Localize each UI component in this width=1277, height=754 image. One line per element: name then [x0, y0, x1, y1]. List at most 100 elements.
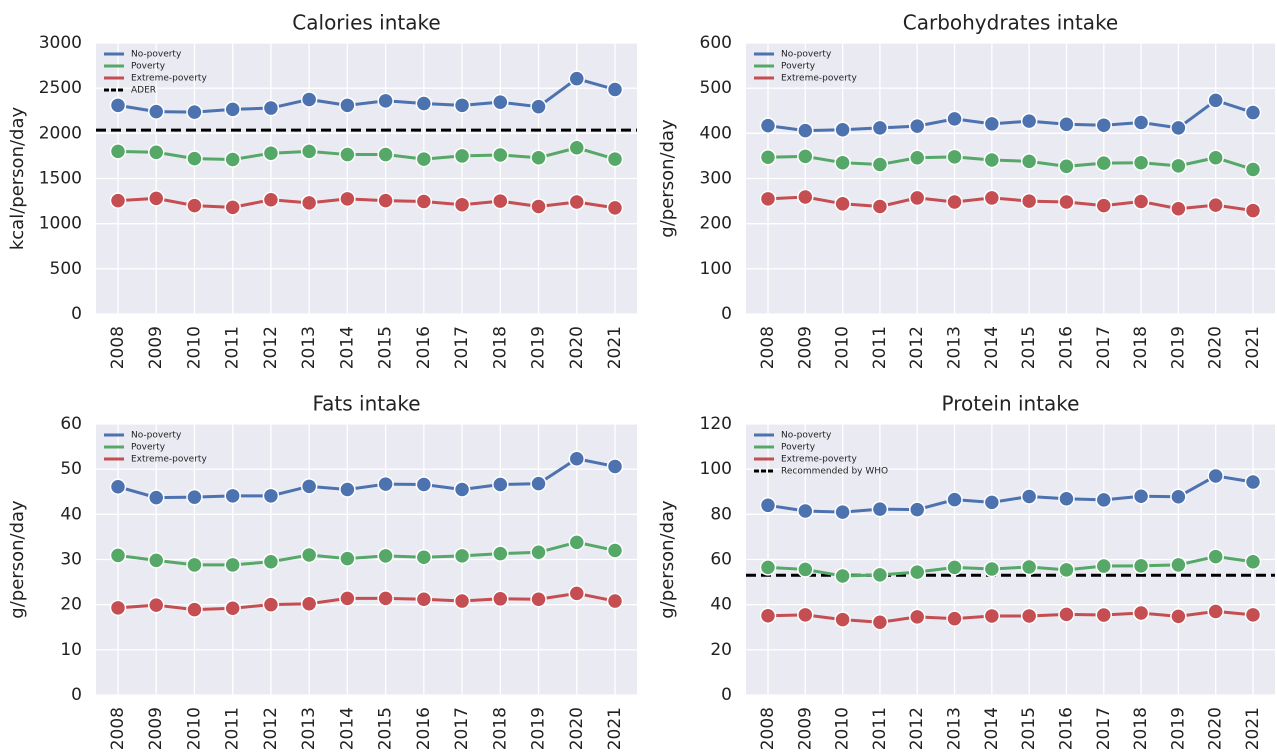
point: [1095, 491, 1113, 509]
x-tick-label: 2013: [299, 707, 319, 750]
x-tick-label: 2017: [1094, 326, 1114, 369]
point: [109, 599, 127, 617]
point: [1132, 488, 1150, 505]
y-tick-label: 1500: [39, 169, 82, 189]
point: [300, 194, 318, 212]
point: [1132, 114, 1150, 131]
y-tick-label: 50: [60, 459, 82, 479]
x-tick-label: 2012: [907, 326, 927, 369]
y-tick-label: 0: [721, 304, 732, 324]
point: [1244, 606, 1262, 624]
x-tick-label: 2008: [758, 707, 778, 750]
x-tick-label: 2011: [870, 326, 890, 369]
y-tick-label: 0: [71, 304, 82, 324]
x-tick-label: 2011: [223, 707, 243, 750]
point: [492, 93, 509, 111]
point: [606, 150, 624, 168]
point: [834, 567, 851, 585]
y-tick-label: 500: [50, 259, 82, 279]
point: [1207, 196, 1224, 214]
point: [797, 122, 814, 139]
point: [983, 189, 1001, 207]
point: [606, 81, 624, 98]
point: [453, 196, 471, 213]
point: [377, 192, 394, 209]
y-tick-label: 200: [700, 214, 732, 234]
y-tick-label: 10: [60, 640, 82, 660]
x-tick-label: 2019: [1168, 326, 1188, 369]
chart-title: Carbohydrates intake: [903, 11, 1119, 35]
point: [109, 192, 127, 209]
y-tick-label: 20: [60, 595, 82, 615]
point: [415, 590, 433, 608]
x-tick-label: 2014: [337, 326, 357, 369]
y-tick-label: 0: [71, 685, 82, 705]
point: [300, 595, 318, 613]
point: [908, 501, 926, 518]
point: [530, 98, 547, 115]
point: [1207, 548, 1224, 565]
y-tick-label: 3000: [39, 33, 82, 53]
subplot: 0 500 1000 1500 2000 2500 3000 2008 2009 2010 2011…: [7, 11, 637, 369]
x-tick-label: 2017: [452, 707, 472, 750]
point: [492, 146, 509, 164]
x-tick-label: 2020: [567, 707, 587, 750]
point: [1207, 92, 1224, 109]
point: [1244, 161, 1262, 178]
legend-label: Extreme-poverty: [781, 455, 857, 465]
point: [492, 192, 509, 210]
x-tick-label: 2019: [529, 707, 549, 750]
x-tick-label: 2010: [184, 326, 204, 369]
point: [492, 590, 509, 608]
point: [186, 103, 203, 121]
x-tick-label: 2009: [146, 707, 166, 750]
x-tick-label: 2010: [833, 326, 853, 369]
point: [1020, 112, 1038, 130]
point: [1020, 192, 1038, 210]
legend-label: Poverty: [131, 62, 166, 72]
y-tick-label: 500: [700, 78, 732, 98]
y-axis-label: g/person/day: [7, 500, 28, 619]
x-tick-label: 2009: [795, 707, 815, 750]
point: [1058, 606, 1075, 623]
point: [1058, 193, 1075, 211]
y-tick-label: 0: [721, 685, 732, 705]
point: [415, 95, 433, 112]
point: [834, 503, 851, 521]
point: [1244, 202, 1262, 219]
point: [530, 590, 547, 608]
point: [530, 149, 547, 166]
chart-title: Protein intake: [942, 392, 1080, 416]
point: [606, 542, 624, 559]
point: [415, 476, 433, 493]
point: [908, 608, 926, 626]
point: [339, 590, 356, 607]
x-tick-label: 2014: [982, 707, 1002, 750]
point: [147, 103, 165, 120]
x-tick-label: 2016: [1056, 326, 1076, 369]
point: [983, 560, 1001, 578]
point: [797, 502, 814, 520]
point: [1132, 604, 1150, 622]
legend-label: No-poverty: [131, 431, 182, 441]
legend-label: Extreme-poverty: [131, 455, 207, 465]
point: [186, 601, 203, 618]
point: [606, 592, 624, 610]
point: [300, 478, 318, 495]
chart-title: Fats intake: [312, 392, 420, 416]
point: [1095, 557, 1113, 575]
point: [109, 478, 127, 496]
point: [262, 487, 280, 505]
point: [908, 149, 926, 166]
point: [453, 97, 471, 114]
point: [1170, 488, 1187, 505]
point: [147, 489, 165, 506]
point: [377, 590, 394, 607]
point: [1207, 603, 1224, 620]
point: [983, 607, 1001, 625]
x-tick-label: 2015: [1019, 707, 1039, 750]
x-tick-label: 2021: [1243, 326, 1263, 369]
point: [453, 592, 471, 610]
point: [606, 458, 624, 475]
point: [908, 189, 926, 207]
